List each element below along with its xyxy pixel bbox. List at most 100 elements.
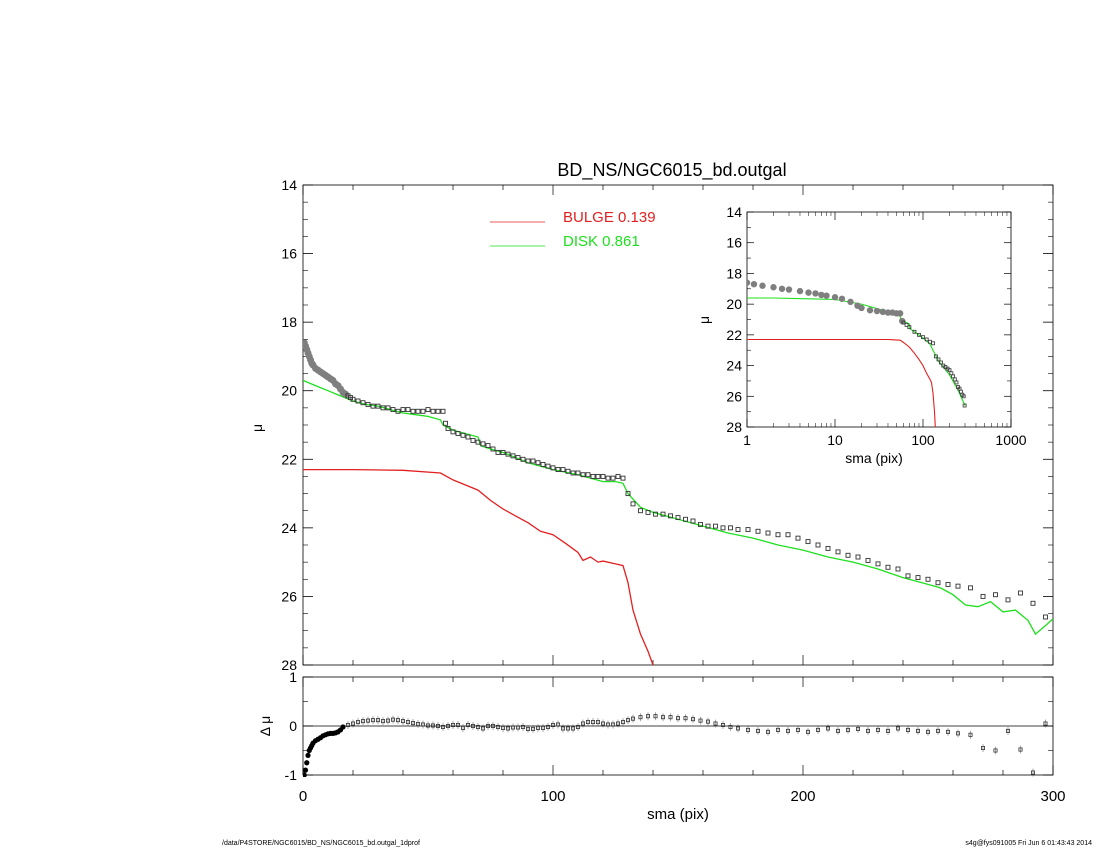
main-data-point <box>905 573 911 579</box>
residual-point <box>440 724 445 729</box>
main-data-point <box>525 458 531 464</box>
residual-point <box>576 724 581 729</box>
main-data-point <box>515 455 521 461</box>
main-data-point <box>1018 590 1023 596</box>
main-data-point <box>735 527 741 533</box>
residual-point <box>445 724 450 729</box>
main-data-point <box>445 425 451 431</box>
inset-data-point <box>838 295 846 302</box>
inset-xtick-label: 1 <box>743 432 751 448</box>
residual-point <box>866 728 871 733</box>
main-data-point <box>355 398 361 404</box>
main-data-point <box>385 405 391 411</box>
residual-point <box>531 726 536 731</box>
residual-point <box>365 718 370 723</box>
residual-point <box>455 723 460 728</box>
residual-point <box>536 725 541 730</box>
main-data-point <box>765 530 771 536</box>
main-data-point <box>745 527 751 533</box>
main-data-point <box>620 475 626 481</box>
main-data-point <box>925 576 931 582</box>
main-data-point <box>653 511 658 517</box>
main-data-point <box>625 491 631 497</box>
main-data-point <box>520 456 526 462</box>
inset-data-point <box>912 329 917 334</box>
residual-xtick-label: 200 <box>790 788 815 805</box>
main-data-point <box>835 549 841 555</box>
main-data-point <box>865 557 871 563</box>
inset-data-point <box>823 292 830 299</box>
residual-point <box>435 724 440 729</box>
residual-point <box>616 721 621 726</box>
main-data-point <box>775 532 781 538</box>
main-data-point <box>450 429 456 435</box>
residual-point <box>596 720 601 725</box>
main-data-point <box>713 523 718 529</box>
residual-point <box>776 727 781 732</box>
residual-point <box>826 726 831 731</box>
residual-point <box>566 726 571 731</box>
inset-data-point <box>939 360 943 365</box>
residual-point <box>653 714 658 719</box>
residual-ytick-label: -1 <box>285 767 298 783</box>
main-data-point <box>1030 600 1036 606</box>
residual-point <box>390 717 395 722</box>
residual-point <box>746 727 751 732</box>
residual-point <box>561 726 566 731</box>
residual-point <box>886 728 891 733</box>
inset-ytick-label: 26 <box>726 388 742 404</box>
inset-ytick-label: 14 <box>726 204 742 220</box>
residual-point <box>1006 728 1011 733</box>
main-data-point <box>690 518 696 524</box>
main-data-point <box>645 509 651 515</box>
inset-data-point <box>778 285 786 292</box>
residual-point <box>350 721 355 726</box>
residual-point <box>400 719 405 724</box>
residual-point <box>786 728 791 733</box>
inset-ytick-label: 20 <box>726 296 742 312</box>
main-data-point <box>485 443 491 449</box>
residual-point <box>906 727 911 732</box>
residual-point <box>465 723 470 728</box>
residual-point <box>450 723 455 728</box>
inset-xtick-label: 10 <box>827 432 843 448</box>
main-data-point <box>495 449 501 455</box>
inset-data-point <box>907 325 912 330</box>
residual-point <box>806 729 811 734</box>
residual-point <box>303 772 307 777</box>
main-data-point <box>968 585 973 591</box>
residual-point <box>485 724 490 729</box>
inset-data-point <box>924 337 929 342</box>
inset-data-point <box>879 308 887 316</box>
main-data-point <box>420 408 426 414</box>
residual-xlabel: sma (pix) <box>647 806 709 823</box>
residual-point <box>816 727 821 732</box>
main-data-point <box>755 528 761 534</box>
inset-data-point <box>866 307 874 314</box>
main-data-point <box>415 408 421 414</box>
residual-ytick-label: 1 <box>289 669 297 685</box>
main-data-point <box>443 420 448 426</box>
main-data-point <box>698 521 703 527</box>
inset-data-point <box>954 380 959 385</box>
main-data-point <box>550 465 556 471</box>
inset-data-point <box>796 287 804 295</box>
residual-point <box>526 726 531 731</box>
inset-xtick-label: 100 <box>911 432 935 448</box>
main-data-point <box>638 508 643 514</box>
residual-point <box>591 720 596 725</box>
residual-ytick-label: 0 <box>289 718 297 734</box>
main-data-point <box>1005 597 1011 603</box>
residual-point <box>303 767 309 773</box>
main-data-point <box>545 463 551 469</box>
main-data-point <box>500 449 506 455</box>
inset-bulge-line <box>747 338 936 427</box>
inset-data-point <box>759 282 766 289</box>
residual-point <box>586 720 591 725</box>
residual-point <box>340 724 346 730</box>
main-data-point <box>705 523 711 529</box>
main-data-point <box>342 390 349 398</box>
residual-point <box>981 746 986 751</box>
disk-line <box>303 379 1053 636</box>
